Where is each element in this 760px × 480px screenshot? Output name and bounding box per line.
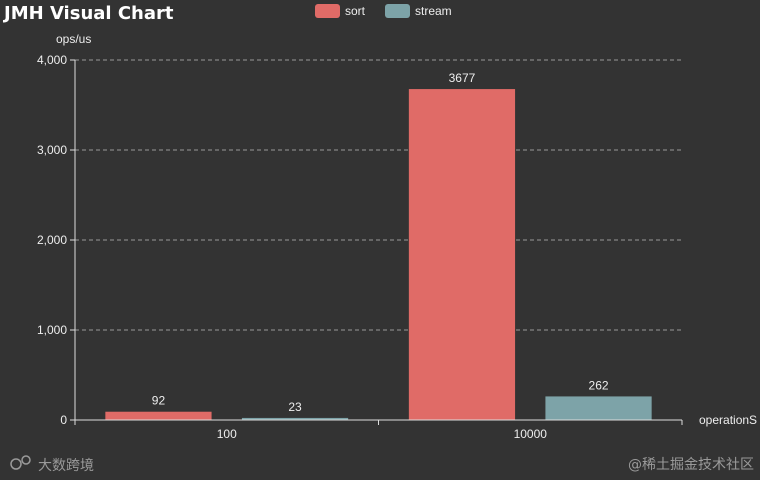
watermark-left: 大数跨境 bbox=[10, 455, 94, 474]
x-axis-label: operationS bbox=[699, 413, 757, 427]
chart-title: JMH Visual Chart bbox=[2, 3, 174, 24]
grid-lines bbox=[75, 59, 682, 331]
y-tick-label: 4,000 bbox=[37, 53, 67, 67]
x-axis: 100 10000 bbox=[74, 419, 683, 441]
bar-sort-100 bbox=[105, 411, 212, 420]
x-tick-label: 10000 bbox=[514, 427, 548, 441]
x-tick-label: 100 bbox=[217, 427, 237, 441]
y-tick-label: 2,000 bbox=[37, 233, 67, 247]
bar-stream-100 bbox=[241, 417, 349, 420]
y-tick-label: 0 bbox=[60, 413, 67, 427]
y-tick-label: 1,000 bbox=[37, 323, 67, 337]
data-label: 23 bbox=[288, 400, 302, 414]
legend-item-sort[interactable]: sort bbox=[315, 4, 366, 18]
legend-label: stream bbox=[415, 4, 452, 18]
y-axis-label: ops/us bbox=[56, 32, 91, 46]
data-label: 92 bbox=[152, 394, 166, 408]
legend-item-stream[interactable]: stream bbox=[385, 4, 452, 18]
legend-swatch bbox=[315, 4, 340, 18]
watermark-left-text: 大数跨境 bbox=[38, 458, 94, 474]
data-label: 3677 bbox=[449, 71, 476, 85]
legend: sort stream bbox=[315, 4, 452, 18]
watermark-logo-icon bbox=[10, 455, 31, 470]
legend-label: sort bbox=[345, 4, 366, 18]
bar-sort-10000 bbox=[408, 89, 516, 420]
watermark-right: @稀土掘金技术社区 bbox=[628, 457, 754, 473]
bars: 92 23 3677 262 bbox=[105, 71, 652, 420]
legend-swatch bbox=[385, 4, 410, 18]
bar-stream-10000 bbox=[545, 396, 652, 420]
y-axis-ticks: 0 1,000 2,000 3,000 4,000 bbox=[37, 53, 76, 427]
data-label: 262 bbox=[589, 378, 609, 392]
y-tick-label: 3,000 bbox=[37, 143, 67, 157]
